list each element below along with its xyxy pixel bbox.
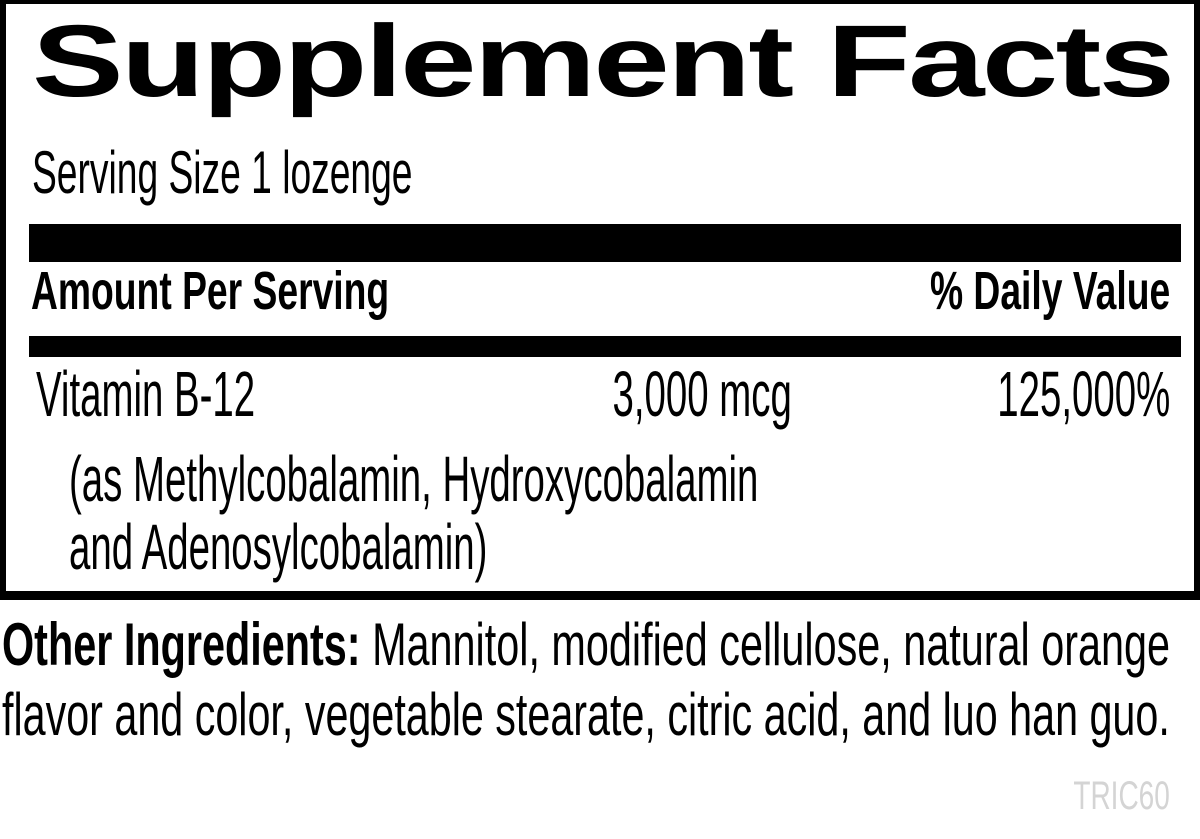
nutrient-detail-line: and Adenosylcobalamin) — [69, 511, 488, 583]
amount-per-serving-header: Amount Per Serving — [31, 261, 390, 321]
nutrient-amount: 3,000 mcg — [612, 358, 792, 430]
other-ingredients-line: Other Ingredients: Mannitol, modified ce… — [2, 615, 1170, 675]
nutrient-detail-line: (as Methylcobalamin, Hydroxycobalamin — [69, 443, 759, 515]
serving-size: Serving Size 1 lozenge — [32, 139, 413, 206]
other-ingredients-text: flavor and color, vegetable stearate, ci… — [2, 681, 1170, 748]
product-code: TRIC60 — [1073, 774, 1170, 818]
nutrient-daily-value: 125,000% — [997, 358, 1170, 430]
thick-divider-middle — [29, 336, 1181, 357]
other-ingredients-line: flavor and color, vegetable stearate, ci… — [2, 685, 1170, 745]
other-ingredients-label: Other Ingredients: — [2, 611, 361, 678]
daily-value-header: % Daily Value — [929, 261, 1170, 321]
other-ingredients-text: Mannitol, modified cellulose, natural or… — [372, 611, 1171, 678]
facts-box: Supplement Facts Serving Size 1 lozenge … — [0, 0, 1200, 600]
nutrient-name: Vitamin B-12 — [36, 358, 256, 430]
thick-divider-top — [29, 224, 1181, 262]
supplement-facts-title: Supplement Facts — [32, 4, 1175, 118]
